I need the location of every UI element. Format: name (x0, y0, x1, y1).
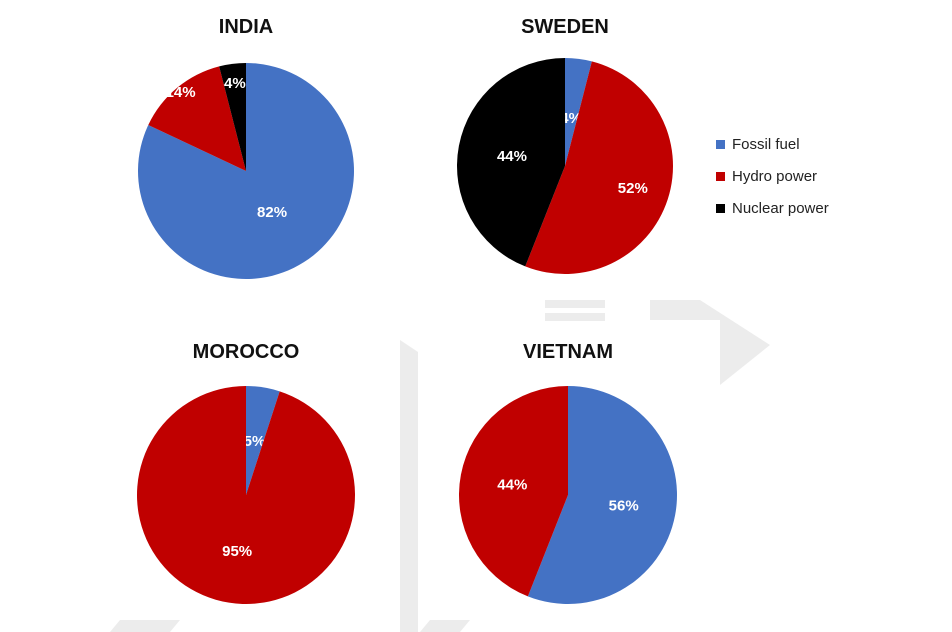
pie-slice-sweden-hydro-power (525, 61, 673, 274)
legend-item-nuclear-power: Nuclear power (716, 192, 829, 224)
pie-slice-india-nuclear-power (219, 63, 246, 171)
pie-india: INDIA 82% 14% 4% (138, 16, 354, 279)
data-label-sweden-hydro-power: 52% (618, 180, 648, 197)
legend-swatch (716, 203, 725, 213)
legend-label: Fossil fuel (732, 135, 800, 153)
pie-morocco: MOROCCO 5% 95% (136, 341, 355, 604)
pie-slice-morocco-hydro-power (136, 386, 355, 604)
data-label-vietnam-hydro-power: 44% (497, 476, 527, 493)
pie-title-morocco: MOROCCO (193, 341, 300, 363)
pie-slice-india-hydro-power (148, 66, 246, 171)
legend-swatch (716, 171, 725, 181)
legend-item-hydro-power: Hydro power (716, 160, 829, 192)
pie-slice-vietnam-fossil-fuel (527, 386, 677, 604)
pie-slice-morocco-fossil-fuel (246, 386, 280, 495)
pie-slice-sweden-fossil-fuel (565, 58, 592, 166)
legend-item-fossil-fuel: Fossil fuel (716, 128, 829, 160)
data-label-india-fossil-fuel: 82% (257, 204, 287, 221)
legend-swatch (716, 139, 725, 149)
data-label-india-nuclear-power: 4% (224, 75, 246, 92)
pie-title-sweden: SWEDEN (521, 16, 609, 38)
legend-label: Hydro power (732, 167, 818, 185)
pie-title-vietnam: VIETNAM (523, 341, 613, 363)
pie-slice-sweden-nuclear-power (457, 58, 565, 267)
data-label-vietnam-fossil-fuel: 56% (609, 498, 639, 515)
pie-title-india: INDIA (219, 16, 273, 38)
data-label-sweden-nuclear-power: 44% (497, 148, 527, 165)
pie-vietnam: VIETNAM 56% 44% (459, 341, 677, 604)
data-label-morocco-fossil-fuel: 5% (244, 433, 266, 450)
pie-slice-vietnam-hydro-power (459, 386, 568, 597)
legend: Fossil fuel Hydro power Nuclear power (716, 128, 829, 224)
data-label-morocco-hydro-power: 95% (222, 543, 252, 560)
legend-label: Nuclear power (732, 199, 829, 217)
data-label-india-hydro-power: 14% (166, 84, 196, 101)
